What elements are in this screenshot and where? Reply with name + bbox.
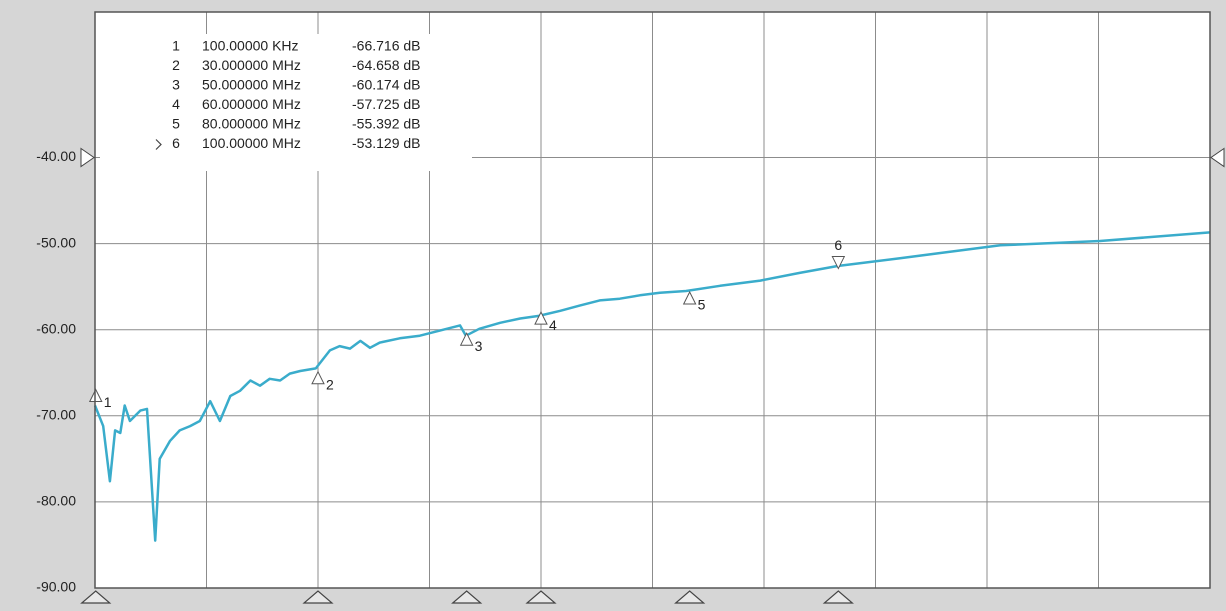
plot-border <box>94 11 1211 589</box>
marker-frequency: 60.000000 MHz <box>202 96 301 112</box>
stimulus-triangle <box>451 590 483 604</box>
y-tick-label: -80.00 <box>36 493 76 509</box>
marker-label: 4 <box>549 317 557 333</box>
marker-value: -64.658 dB <box>352 57 421 73</box>
marker-table-bg <box>100 34 472 171</box>
marker-triangle <box>682 290 697 305</box>
marker-number: 3 <box>172 77 180 93</box>
stimulus-triangle <box>525 590 557 604</box>
stimulus-triangle <box>80 590 112 604</box>
marker-label: 3 <box>475 338 483 354</box>
marker-frequency: 80.000000 MHz <box>202 116 301 132</box>
y-tick-label: -50.00 <box>36 234 76 250</box>
marker-label: 5 <box>698 297 706 313</box>
marker-number: 2 <box>172 57 180 73</box>
y-tick-label: -70.00 <box>36 407 76 423</box>
marker-label: 1 <box>104 394 112 410</box>
stimulus-triangle <box>822 590 854 604</box>
marker-value: -55.392 dB <box>352 116 421 132</box>
y-tick-label: -60.00 <box>36 320 76 336</box>
reference-arrow-right <box>1210 147 1225 168</box>
marker-number: 4 <box>172 96 180 112</box>
marker-value: -53.129 dB <box>352 135 421 151</box>
y-tick-label: -40.00 <box>36 148 76 164</box>
y-tick-label: -90.00 <box>36 579 76 595</box>
trace-line <box>93 231 1211 542</box>
marker-value: -60.174 dB <box>352 77 421 93</box>
marker-label: 2 <box>326 377 334 393</box>
marker-frequency: 100.00000 MHz <box>202 135 301 151</box>
active-indicator <box>155 139 162 150</box>
marker-label: 6 <box>834 237 842 253</box>
marker-number: 6 <box>172 135 180 151</box>
marker-triangle <box>311 370 325 385</box>
marker-number: 1 <box>172 38 180 54</box>
stimulus-triangle <box>302 590 334 604</box>
marker-value: -57.725 dB <box>352 96 421 112</box>
marker-frequency: 50.000000 MHz <box>202 77 301 93</box>
marker-triangle <box>831 256 846 270</box>
marker-frequency: 100.00000 KHz <box>202 38 299 54</box>
marker-layer: 1 2 3 4 5 6 <box>80 237 854 604</box>
reference-arrow-left <box>80 147 95 168</box>
marker-table: 1 100.00000 KHz -66.716 dB 2 30.000000 MHz -6… <box>155 38 421 151</box>
marker-triangle <box>534 310 548 325</box>
stimulus-triangle <box>674 590 706 604</box>
marker-number: 5 <box>172 116 180 132</box>
marker-value: -66.716 dB <box>352 38 421 54</box>
marker-triangle <box>459 332 474 346</box>
marker-frequency: 30.000000 MHz <box>202 57 301 73</box>
trace-layer <box>93 231 1211 542</box>
